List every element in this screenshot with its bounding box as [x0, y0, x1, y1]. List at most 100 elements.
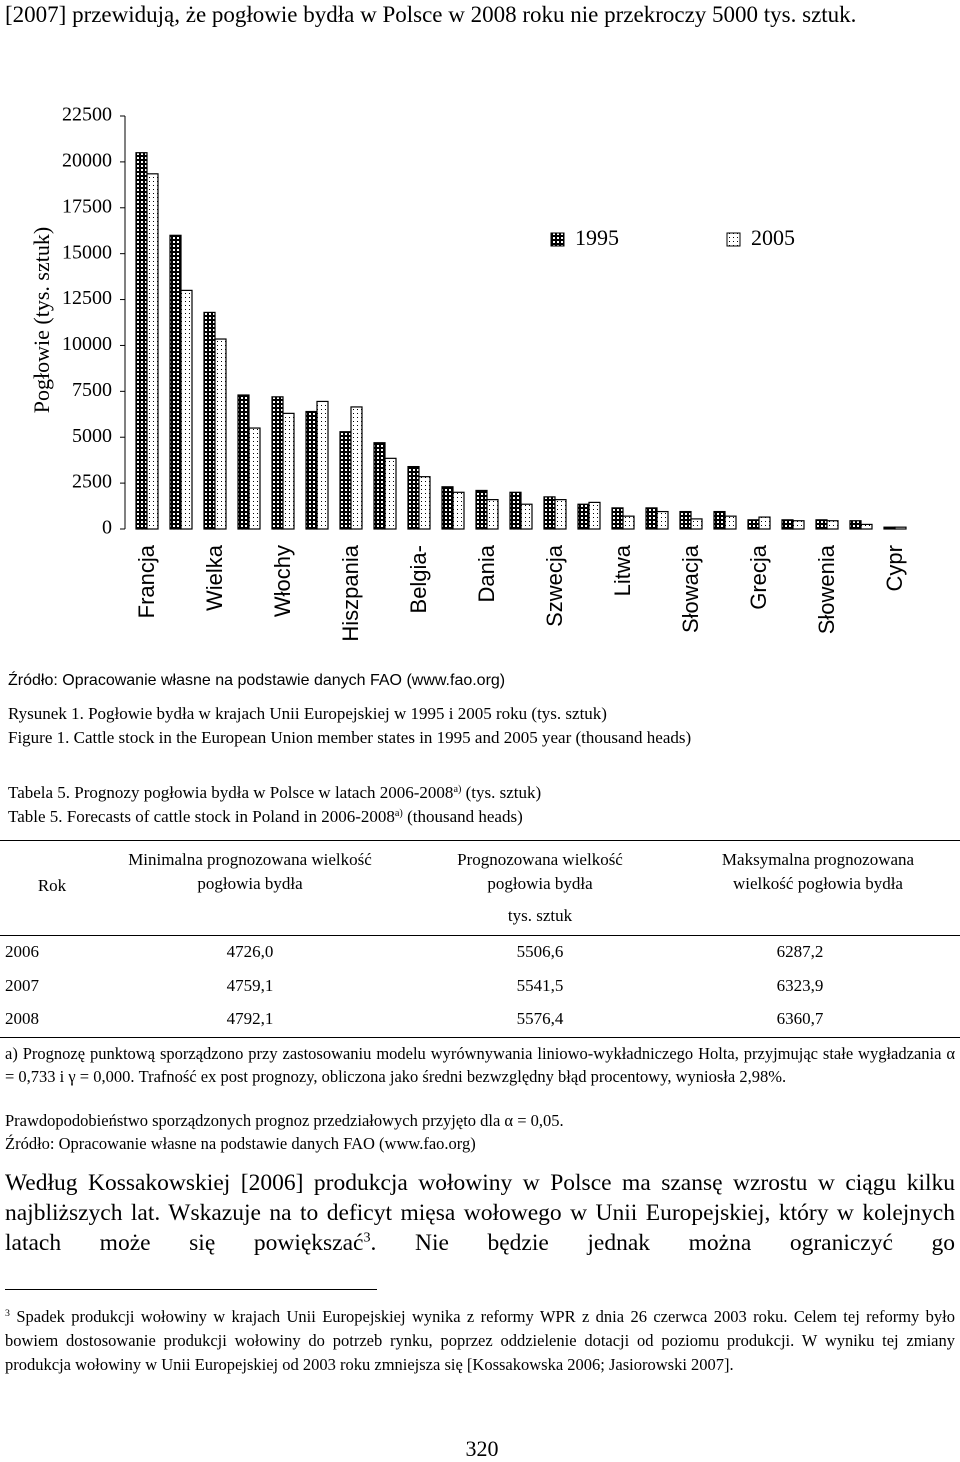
table-cell: 5541,5 [516, 976, 564, 995]
bar [679, 510, 692, 530]
table-header: Prognozowana wielkość pogłowia bydła [457, 850, 623, 893]
bar [815, 519, 828, 530]
x-tick-label: Słowacja [678, 544, 703, 633]
superscript: a) [394, 807, 403, 819]
y-axis-label: Pogłowie (tys. sztuk) [29, 227, 54, 413]
text: Table 5. Forecasts of cattle stock in Po… [8, 807, 395, 826]
bar [316, 400, 329, 530]
text: . Nie będzie jednak można ograniczyć go [370, 1230, 955, 1256]
bar [690, 518, 703, 530]
y-tick-label: 5000 [72, 425, 112, 447]
legend-swatch [550, 232, 565, 247]
bar [826, 520, 839, 530]
bar [554, 499, 567, 530]
bar [282, 412, 295, 530]
table-note: a) Prognozę punktową sporządzono przy za… [5, 1044, 955, 1086]
y-tick-label: 0 [102, 517, 112, 539]
legend-label: 1995 [575, 225, 619, 250]
bar [441, 486, 454, 530]
bar [588, 501, 601, 530]
bar [350, 406, 363, 530]
bar [305, 410, 318, 530]
bar [713, 510, 726, 530]
figure-source: Źródło: Opracowanie własne na podstawie … [8, 672, 506, 689]
bar [384, 457, 397, 530]
x-tick-label: Dania [474, 544, 499, 602]
bar [418, 476, 431, 530]
table-cell: 2007 [5, 976, 39, 995]
table-cell: 6323,9 [776, 976, 824, 995]
bar [169, 234, 182, 530]
legend-swatch [726, 232, 741, 247]
bar [543, 496, 556, 530]
table-header: Minimalna prognozowana wielkość pogłowia… [128, 850, 372, 893]
bar [237, 394, 250, 530]
bar [645, 507, 658, 530]
bar [860, 523, 873, 530]
y-tick-label: 17500 [62, 195, 112, 217]
y-tick-label: 12500 [62, 287, 112, 309]
x-tick-label: Grecja [746, 544, 771, 610]
bar [849, 520, 862, 530]
y-tick-label: 10000 [62, 333, 112, 355]
figure-caption-en: Figure 1. Cattle stock in the European U… [8, 728, 692, 747]
y-tick-label: 15000 [62, 241, 112, 263]
bar [781, 519, 794, 530]
bar [758, 516, 771, 530]
table-note: Prawdopodobieństwo sporządzonych prognoz… [5, 1111, 564, 1130]
bar [792, 520, 805, 530]
table-cell: 5576,4 [516, 1009, 564, 1028]
table-cell: 4726,0 [226, 942, 274, 961]
bar [180, 289, 193, 530]
table-cell: 6287,2 [776, 942, 824, 961]
footnote: 3 Spadek produkcji wołowiny w krajach Un… [5, 1305, 955, 1377]
footnote-rule [5, 1289, 377, 1290]
table-cell: 2006 [5, 942, 39, 961]
table-cell: 4792,1 [226, 1009, 274, 1028]
bar [214, 338, 227, 530]
text: (thousand heads) [402, 807, 523, 826]
bar [475, 489, 488, 530]
figure-caption-pl: Rysunek 1. Pogłowie bydła w krajach Unii… [8, 704, 607, 723]
x-tick-label: Belgia- [406, 545, 431, 613]
bar [339, 431, 352, 530]
text: Spadek produkcji wołowiny w krajach Unii… [5, 1307, 956, 1374]
bar [203, 311, 216, 530]
x-tick-label: Włochy [270, 545, 295, 617]
table-cell: 6360,7 [776, 1009, 824, 1028]
bar [656, 510, 669, 530]
intro-text: [2007] przewidują, że pogłowie bydła w P… [5, 2, 857, 27]
bar [724, 515, 737, 530]
bar [486, 499, 499, 530]
table-unit: tys. sztuk [507, 906, 573, 925]
table-rule [0, 935, 960, 936]
y-tick-label: 7500 [72, 379, 112, 401]
bar [883, 526, 896, 530]
table-caption-en: Table 5. Forecasts of cattle stock in Po… [8, 807, 523, 827]
table-cell: 4759,1 [226, 976, 274, 995]
x-tick-label: Hiszpania [338, 544, 363, 641]
bar [747, 519, 760, 530]
text: Według Kossakowskiej [2006] produkcja wo… [5, 1170, 955, 1256]
bar [271, 396, 284, 530]
body-paragraph: Według Kossakowskiej [2006] produkcja wo… [5, 1168, 955, 1258]
bar [894, 526, 907, 530]
table-source: Źródło: Opracowanie własne na podstawie … [5, 1134, 476, 1153]
chart: Pogłowie (tys. sztuk) 0 2500 5000 7500 10000… [29, 104, 907, 642]
table-rule [0, 1037, 960, 1038]
x-tick-label: Francja [134, 544, 159, 618]
x-tick-label: Cypr [882, 545, 907, 591]
table-header: Maksymalna prognozowana wielkość pogłowi… [721, 850, 915, 893]
footnote-marker: 3 [5, 1308, 10, 1320]
bar [135, 152, 148, 530]
superscript: a) [453, 783, 462, 795]
x-tick-label: Słowenia [814, 544, 839, 634]
x-tick-label: Wielka [202, 544, 227, 611]
page-number: 320 [465, 1436, 499, 1461]
table-cell: 5506,6 [516, 942, 564, 961]
y-tick-label: 22500 [62, 104, 112, 126]
bar [248, 427, 261, 530]
y-tick-label: 2500 [72, 471, 112, 493]
text: Tabela 5. Prognozy pogłowia bydła w Pols… [8, 783, 454, 802]
bar [146, 173, 159, 530]
